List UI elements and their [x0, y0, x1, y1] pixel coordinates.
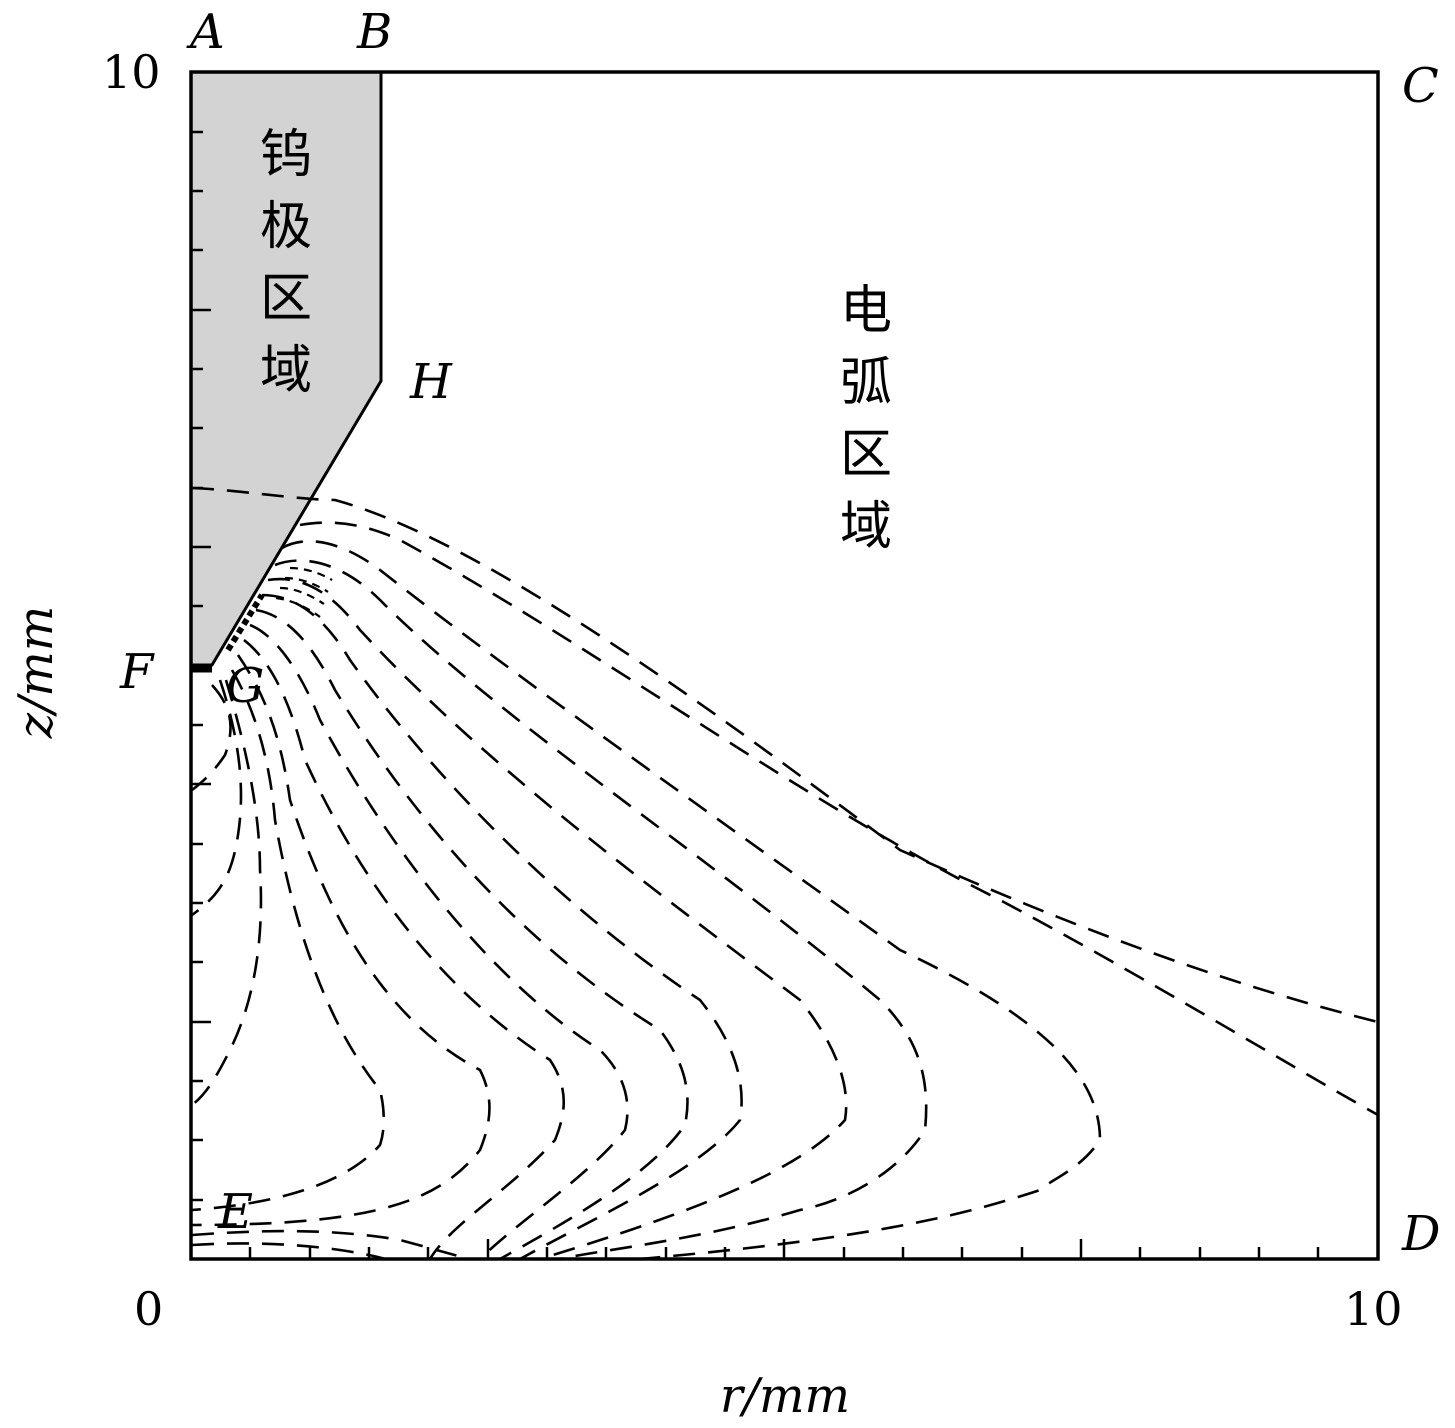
- contour-line: [281, 539, 1102, 1261]
- arc-label-char-4: 域: [840, 497, 892, 557]
- arc-label-char-1: 电: [840, 281, 892, 341]
- contour-line: [191, 1242, 386, 1261]
- contour-line: [191, 486, 1379, 1024]
- contour-line: [284, 576, 329, 593]
- contour-line: [299, 521, 1379, 1117]
- x-axis-ticks: [248, 1239, 1320, 1259]
- y-axis-label: z/mm: [8, 606, 64, 740]
- tip-contours: [275, 566, 333, 618]
- contour-line: [191, 654, 491, 1227]
- tick-labels: 10 0 10: [102, 45, 1403, 1336]
- tip-edge-diagonal: [225, 593, 265, 652]
- electrode-label-char-1: 钨: [260, 125, 312, 185]
- point-label-a: A: [186, 4, 225, 60]
- point-label-f: F: [119, 644, 155, 700]
- x-tick-label-0: 0: [134, 1282, 163, 1336]
- point-label-b: B: [356, 4, 392, 60]
- electrode-label-char-2: 极: [260, 197, 312, 257]
- x-axis-label: r/mm: [720, 1368, 850, 1424]
- contour-line: [191, 1229, 471, 1261]
- arc-region-label: 电 弧 区 域: [840, 281, 892, 557]
- point-label-g: G: [226, 658, 264, 714]
- contour-line: [249, 623, 629, 1260]
- electrode-label-char-4: 域: [260, 341, 312, 401]
- x-tick-label-10: 10: [1344, 1282, 1403, 1336]
- contour-line: [191, 679, 243, 917]
- contour-line: [191, 669, 386, 1212]
- electrode-region-label: 钨 极 区 域: [260, 125, 312, 401]
- y-tick-label-10: 10: [102, 45, 161, 99]
- point-label-h: H: [409, 354, 453, 410]
- contour-lines: [191, 486, 1379, 1261]
- contour-line: [267, 577, 848, 1261]
- point-label-c: C: [1402, 58, 1439, 114]
- contour-line: [289, 566, 333, 581]
- arc-label-char-2: 弧: [840, 353, 892, 413]
- contour-line: [243, 638, 566, 1260]
- contour-line: [279, 586, 325, 605]
- electrode-label-char-3: 区: [260, 269, 312, 329]
- contour-line: [255, 608, 689, 1261]
- point-labels: A B C D E F G H: [119, 4, 1440, 1262]
- point-label-e: E: [217, 1184, 253, 1240]
- contour-line: [274, 559, 928, 1261]
- arc-label-char-3: 区: [840, 425, 892, 485]
- contour-line: [191, 679, 263, 1107]
- contour-line: [275, 596, 321, 618]
- point-label-d: D: [1401, 1206, 1440, 1262]
- contour-line: [191, 684, 232, 792]
- contour-line: [261, 593, 743, 1261]
